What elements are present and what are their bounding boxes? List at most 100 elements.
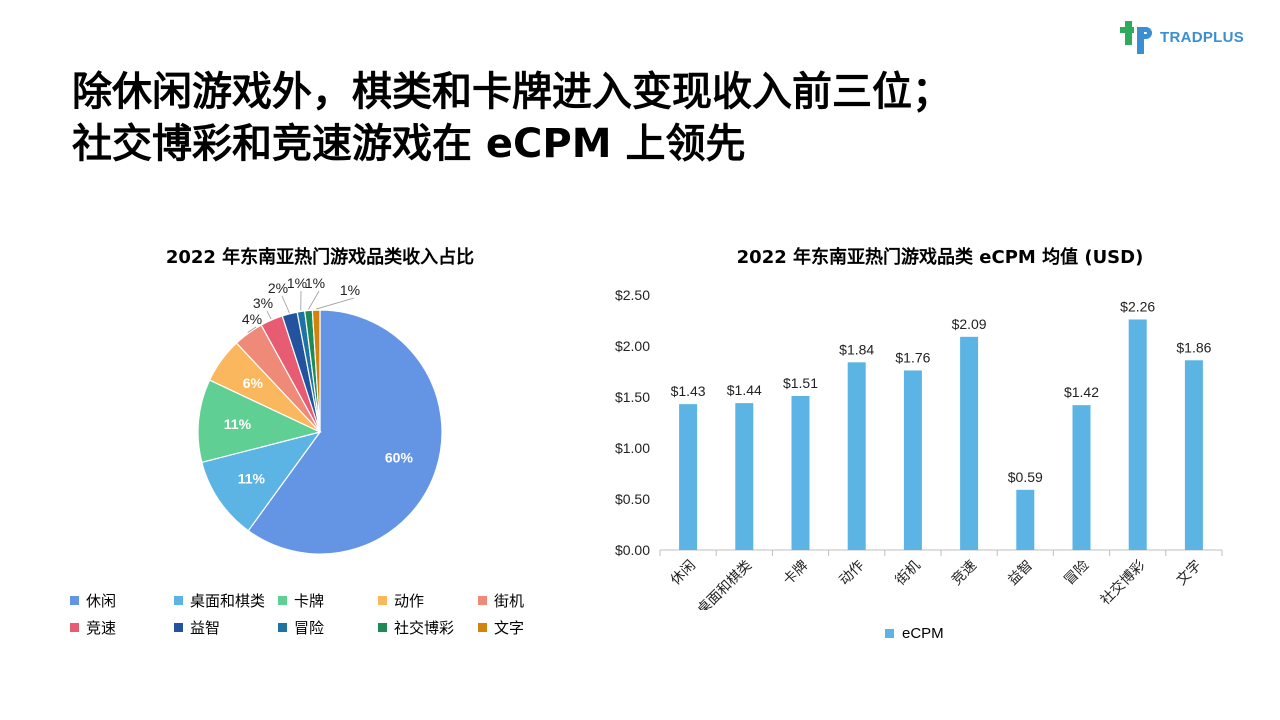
y-tick-label: $1.00 [615, 440, 650, 456]
pie-legend-label: 文字 [494, 619, 525, 637]
x-tick-label: 街机 [893, 558, 924, 589]
bar-legend-label: eCPM [902, 625, 944, 642]
pie-legend-swatch [174, 596, 183, 605]
pie-legend-swatch [70, 596, 79, 605]
pie-chart-title: 2022 年东南亚热门游戏品类收入占比 [165, 247, 475, 268]
pie-legend-swatch [378, 596, 387, 605]
pie-slice-label: 2% [268, 280, 288, 296]
pie-legend-label: 竞速 [86, 619, 117, 637]
logo-text-light: PLUS [1202, 29, 1245, 46]
bar-value-label: $1.84 [839, 341, 874, 357]
bar-value-label: $2.09 [952, 316, 987, 332]
pie-slice-label: 60% [385, 450, 414, 466]
y-tick-label: $2.50 [615, 287, 650, 303]
pie-slice [247, 309, 443, 555]
pie-slice [197, 379, 322, 464]
pie-legend-label: 桌面和棋类 [190, 592, 266, 610]
pie-legend-item: 文字 [478, 617, 524, 638]
pie-slice [201, 431, 322, 532]
pie-slice-label: 3% [253, 295, 273, 311]
pie-legend-swatch [70, 623, 79, 632]
pie-legend-item: 桌面和棋类 [174, 590, 265, 611]
pie-legend-label: 卡牌 [294, 592, 325, 610]
pie-legend-label: 休闲 [86, 592, 117, 610]
pie-legend-item: 休闲 [70, 590, 116, 611]
pie-chart: 60%11%11%6%4%3%2%1%1% 1% [197, 275, 443, 555]
pie-legend-item: 益智 [174, 617, 220, 638]
bar-value-label: $2.26 [1120, 298, 1155, 314]
bar [1072, 405, 1091, 550]
pie-slice-label: 6% [243, 375, 264, 391]
pie-legend-swatch [174, 623, 183, 632]
tradplus-logo-icon [1120, 21, 1152, 54]
pie-legend-item: 街机 [478, 590, 524, 611]
bar [847, 362, 866, 550]
x-tick-label: 益智 [1005, 558, 1036, 589]
pie-legend-item: 动作 [378, 590, 424, 611]
pie-slice-label: 1% [340, 282, 360, 298]
pie-legend-label: 冒险 [294, 619, 325, 637]
bar-value-label: $1.86 [1176, 339, 1211, 355]
bar [679, 404, 698, 550]
pie-legend-item: 竞速 [70, 617, 116, 638]
pie-leader-line [247, 326, 257, 333]
pie-slice-label: 1% [287, 275, 307, 291]
pie-legend-swatch [278, 596, 287, 605]
logo-text-bold: TRAD [1160, 29, 1203, 46]
pie-slice [311, 309, 321, 433]
bar-value-label: $1.44 [727, 382, 762, 398]
bar-value-label: $1.42 [1064, 384, 1099, 400]
pie-legend-label: 社交博彩 [394, 619, 455, 637]
pie-slice-label: 4% [242, 311, 262, 327]
pie-legend-item: 冒险 [278, 617, 324, 638]
pie-legend-label: 街机 [494, 592, 525, 610]
bar-legend: eCPM [885, 625, 944, 642]
pie-legend-item: 卡牌 [278, 590, 324, 611]
x-tick-label: 冒险 [1061, 558, 1092, 589]
bar-legend-swatch [885, 629, 894, 638]
y-tick-label: $0.50 [615, 491, 650, 507]
pie-slice-label: 11% [224, 416, 252, 432]
bar [903, 370, 922, 550]
x-tick-label: 竞速 [948, 557, 980, 589]
pie-slice-label: 1% [305, 275, 325, 291]
bar [1128, 319, 1147, 550]
pie-legend-item: 社交博彩 [378, 617, 454, 638]
bar [791, 395, 810, 550]
pie-legend-label: 益智 [190, 619, 221, 637]
tradplus-logo: TRADPLUS [1120, 18, 1260, 58]
logo-text: TRADPLUS [1160, 29, 1244, 46]
pie-legend-swatch [478, 596, 487, 605]
bar-chart-title: 2022 年东南亚热门游戏品类 eCPM 均值 (USD) [736, 247, 1144, 268]
pie-legend-swatch [278, 623, 287, 632]
page-title: 除休闲游戏外，棋类和卡牌进入变现收入前三位； 社交博彩和竞速游戏在 eCPM 上… [72, 66, 1222, 170]
x-tick-label: 卡牌 [780, 557, 812, 589]
bar [1184, 360, 1203, 550]
bar-chart: $0.00 $0.50 $1.00 $1.50 $2.00 $2.50 $1.43 休闲 $1.… [615, 287, 1223, 610]
bar-value-label: $1.51 [783, 375, 818, 391]
bar-value-label: $1.76 [895, 349, 930, 365]
bar-value-label: $1.43 [671, 383, 706, 399]
pie-leader-line [308, 290, 320, 310]
x-tick-label: 休闲 [668, 558, 699, 589]
x-tick-label: 文字 [1174, 558, 1205, 589]
page-title-line-1: 除休闲游戏外，棋类和卡牌进入变现收入前三位； [72, 69, 952, 115]
bar-value-label: $0.59 [1008, 469, 1043, 485]
bar [960, 336, 979, 550]
x-tick-label: 动作 [836, 558, 867, 589]
x-tick-label: 桌面和棋类 [694, 558, 755, 610]
y-tick-label: $2.00 [615, 338, 650, 354]
bar [735, 403, 754, 550]
bar [1016, 489, 1035, 550]
pie-leader-line [281, 295, 290, 314]
page-title-line-2: 社交博彩和竞速游戏在 eCPM 上领先 [72, 121, 746, 167]
y-tick-label: $1.50 [615, 389, 650, 405]
x-tick-label: 社交博彩 [1097, 557, 1149, 609]
pie-leader-line [266, 310, 272, 320]
pie-slice-label: 11% [238, 471, 266, 487]
pie-legend-swatch [478, 623, 487, 632]
y-tick-label: $0.00 [615, 542, 650, 558]
pie-leader-line [316, 297, 355, 310]
pie-legend-label: 动作 [394, 592, 425, 610]
pie-legend-swatch [378, 623, 387, 632]
